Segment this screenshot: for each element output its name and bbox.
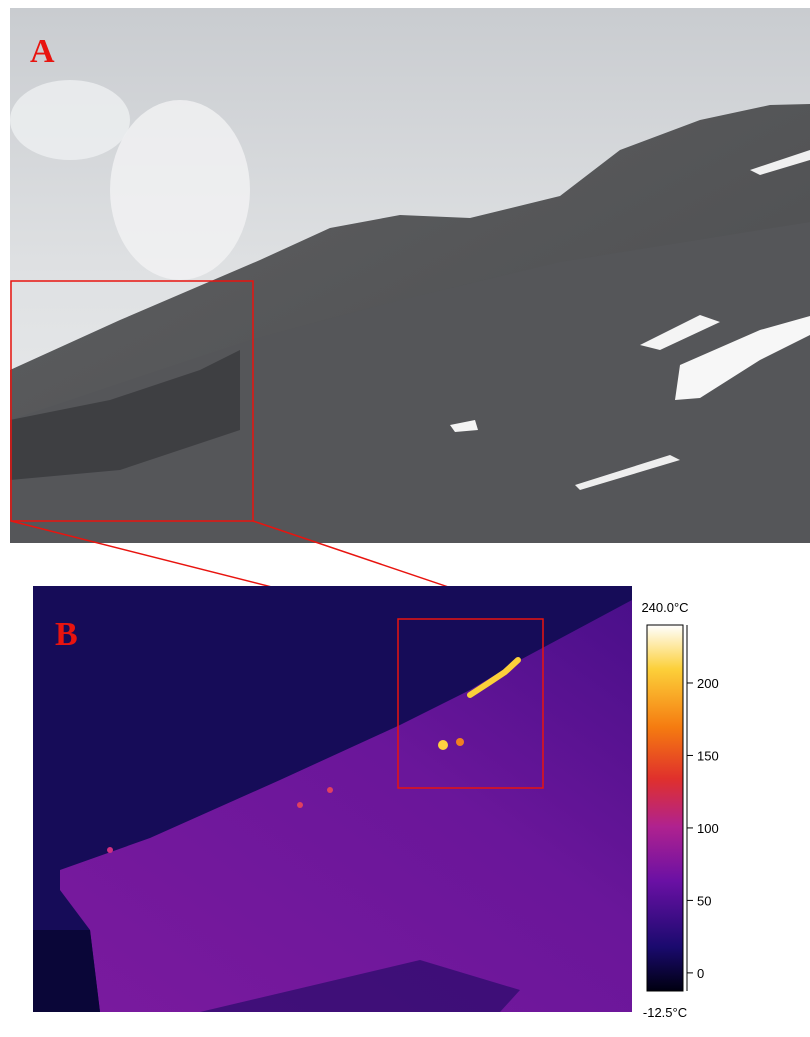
figure: A B 240.0°C -12.5°C 0 50 100 150 200 — [0, 0, 810, 1037]
tick-label: 100 — [697, 821, 719, 836]
photo-a: A — [10, 8, 810, 543]
tick-label: 150 — [697, 748, 719, 763]
colorbar-min: -12.5°C — [643, 1005, 687, 1020]
colorbar: 240.0°C -12.5°C 0 50 100 150 200 — [641, 600, 718, 1020]
tick-label: 0 — [697, 966, 704, 981]
panel-label: A — [30, 33, 55, 70]
tick-label: 50 — [697, 893, 711, 908]
tick-label: 200 — [697, 676, 719, 691]
panel-label: B — [55, 616, 78, 653]
colorbar-max: 240.0°C — [641, 600, 688, 615]
thermal-b: B — [33, 586, 632, 1012]
